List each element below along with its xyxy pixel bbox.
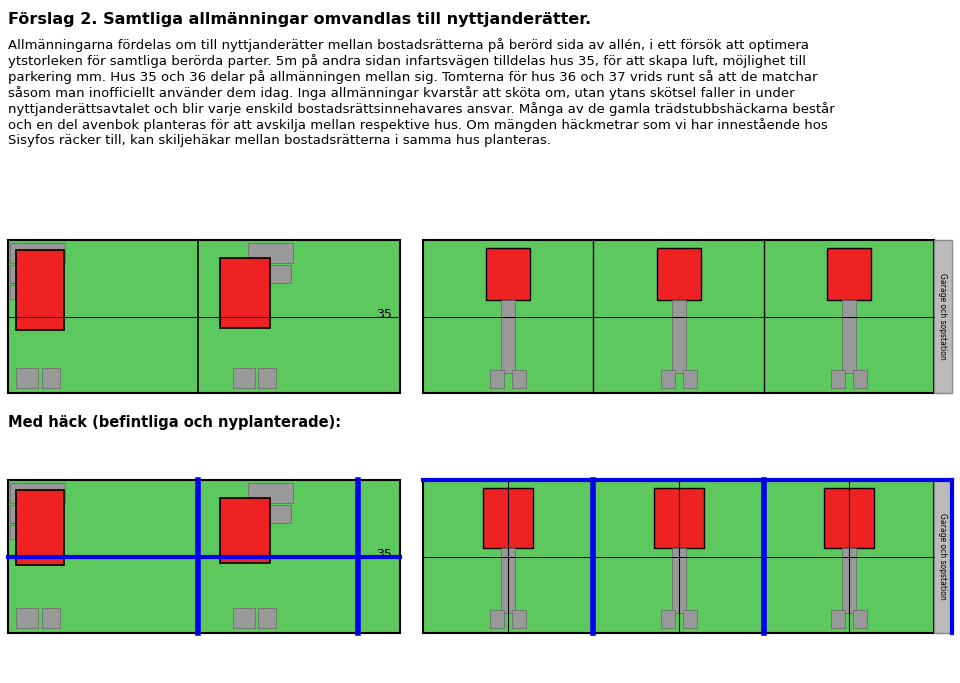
Bar [233,368,255,388]
Bar [934,240,952,393]
Bar [220,498,270,563]
Bar [16,250,64,330]
Bar [220,258,270,328]
Bar [10,505,40,523]
Bar [671,300,685,373]
Text: och en del avenbok planteras för att avskilja mellan respektive hus. Om mängden : och en del avenbok planteras för att avs… [8,118,828,132]
Bar [501,300,516,373]
Text: ytstorleken för samtliga berörda parter. 5m på andra sidan infartsvägen tilldela: ytstorleken för samtliga berörda parter.… [8,54,806,68]
Bar [10,243,65,263]
Bar [852,370,867,388]
Bar [248,483,293,503]
Bar [830,370,845,388]
Bar [934,480,952,633]
Bar [842,548,855,613]
Bar [233,608,255,628]
Bar [8,480,400,633]
Text: Förslag 2. Samtliga allmänningar omvandlas till nyttjanderätter.: Förslag 2. Samtliga allmänningar omvandl… [8,12,591,27]
Bar [683,370,697,388]
Bar [513,610,526,628]
Bar [824,488,874,548]
Bar [16,490,64,565]
Bar [258,608,276,628]
Text: Med häck (befintliga och nyplanterade):: Med häck (befintliga och nyplanterade): [8,415,341,430]
Bar [660,370,675,388]
Text: Sisyfos räcker till, kan skiljehäkar mellan bostadsrätterna i samma hus plantera: Sisyfos räcker till, kan skiljehäkar mel… [8,134,551,147]
Bar [263,265,291,283]
Bar [16,368,38,388]
Bar [654,488,704,548]
Bar [423,480,934,633]
Bar [852,610,867,628]
Bar [42,608,60,628]
Bar [263,505,291,523]
Bar [16,608,38,628]
Text: Allmänningarna fördelas om till nyttjanderätter mellan bostadsrätterna på berörd: Allmänningarna fördelas om till nyttjand… [8,38,809,52]
Text: parkering mm. Hus 35 och 36 delar på allmänningen mellan sig. Tomterna för hus 3: parkering mm. Hus 35 och 36 delar på all… [8,70,818,84]
Bar [657,248,701,300]
Bar [10,525,28,539]
Bar [842,300,855,373]
Bar [10,285,28,299]
Bar [491,610,504,628]
Bar [513,370,526,388]
Bar [671,548,685,613]
Bar [830,610,845,628]
Bar [248,243,293,263]
Text: nyttjanderättsavtalet och blir varje enskild bostadsrättsinnehavares ansvar. Mån: nyttjanderättsavtalet och blir varje ens… [8,102,835,116]
Bar [10,265,40,283]
Bar [483,488,533,548]
Bar [42,368,60,388]
Text: Garage och sopstation: Garage och sopstation [939,513,948,600]
Bar [10,483,65,503]
Bar [486,248,530,300]
Bar [8,240,400,393]
Text: 35: 35 [376,548,392,561]
Bar [491,370,504,388]
Bar [501,548,516,613]
Bar [423,240,934,393]
Text: såsom man inofficiellt använder dem idag. Inga allmänningar kvarstår att sköta o: såsom man inofficiellt använder dem idag… [8,86,795,100]
Bar [258,368,276,388]
Text: Garage och sopstation: Garage och sopstation [939,273,948,360]
Bar [660,610,675,628]
Bar [827,248,871,300]
Bar [683,610,697,628]
Text: 35: 35 [376,308,392,321]
